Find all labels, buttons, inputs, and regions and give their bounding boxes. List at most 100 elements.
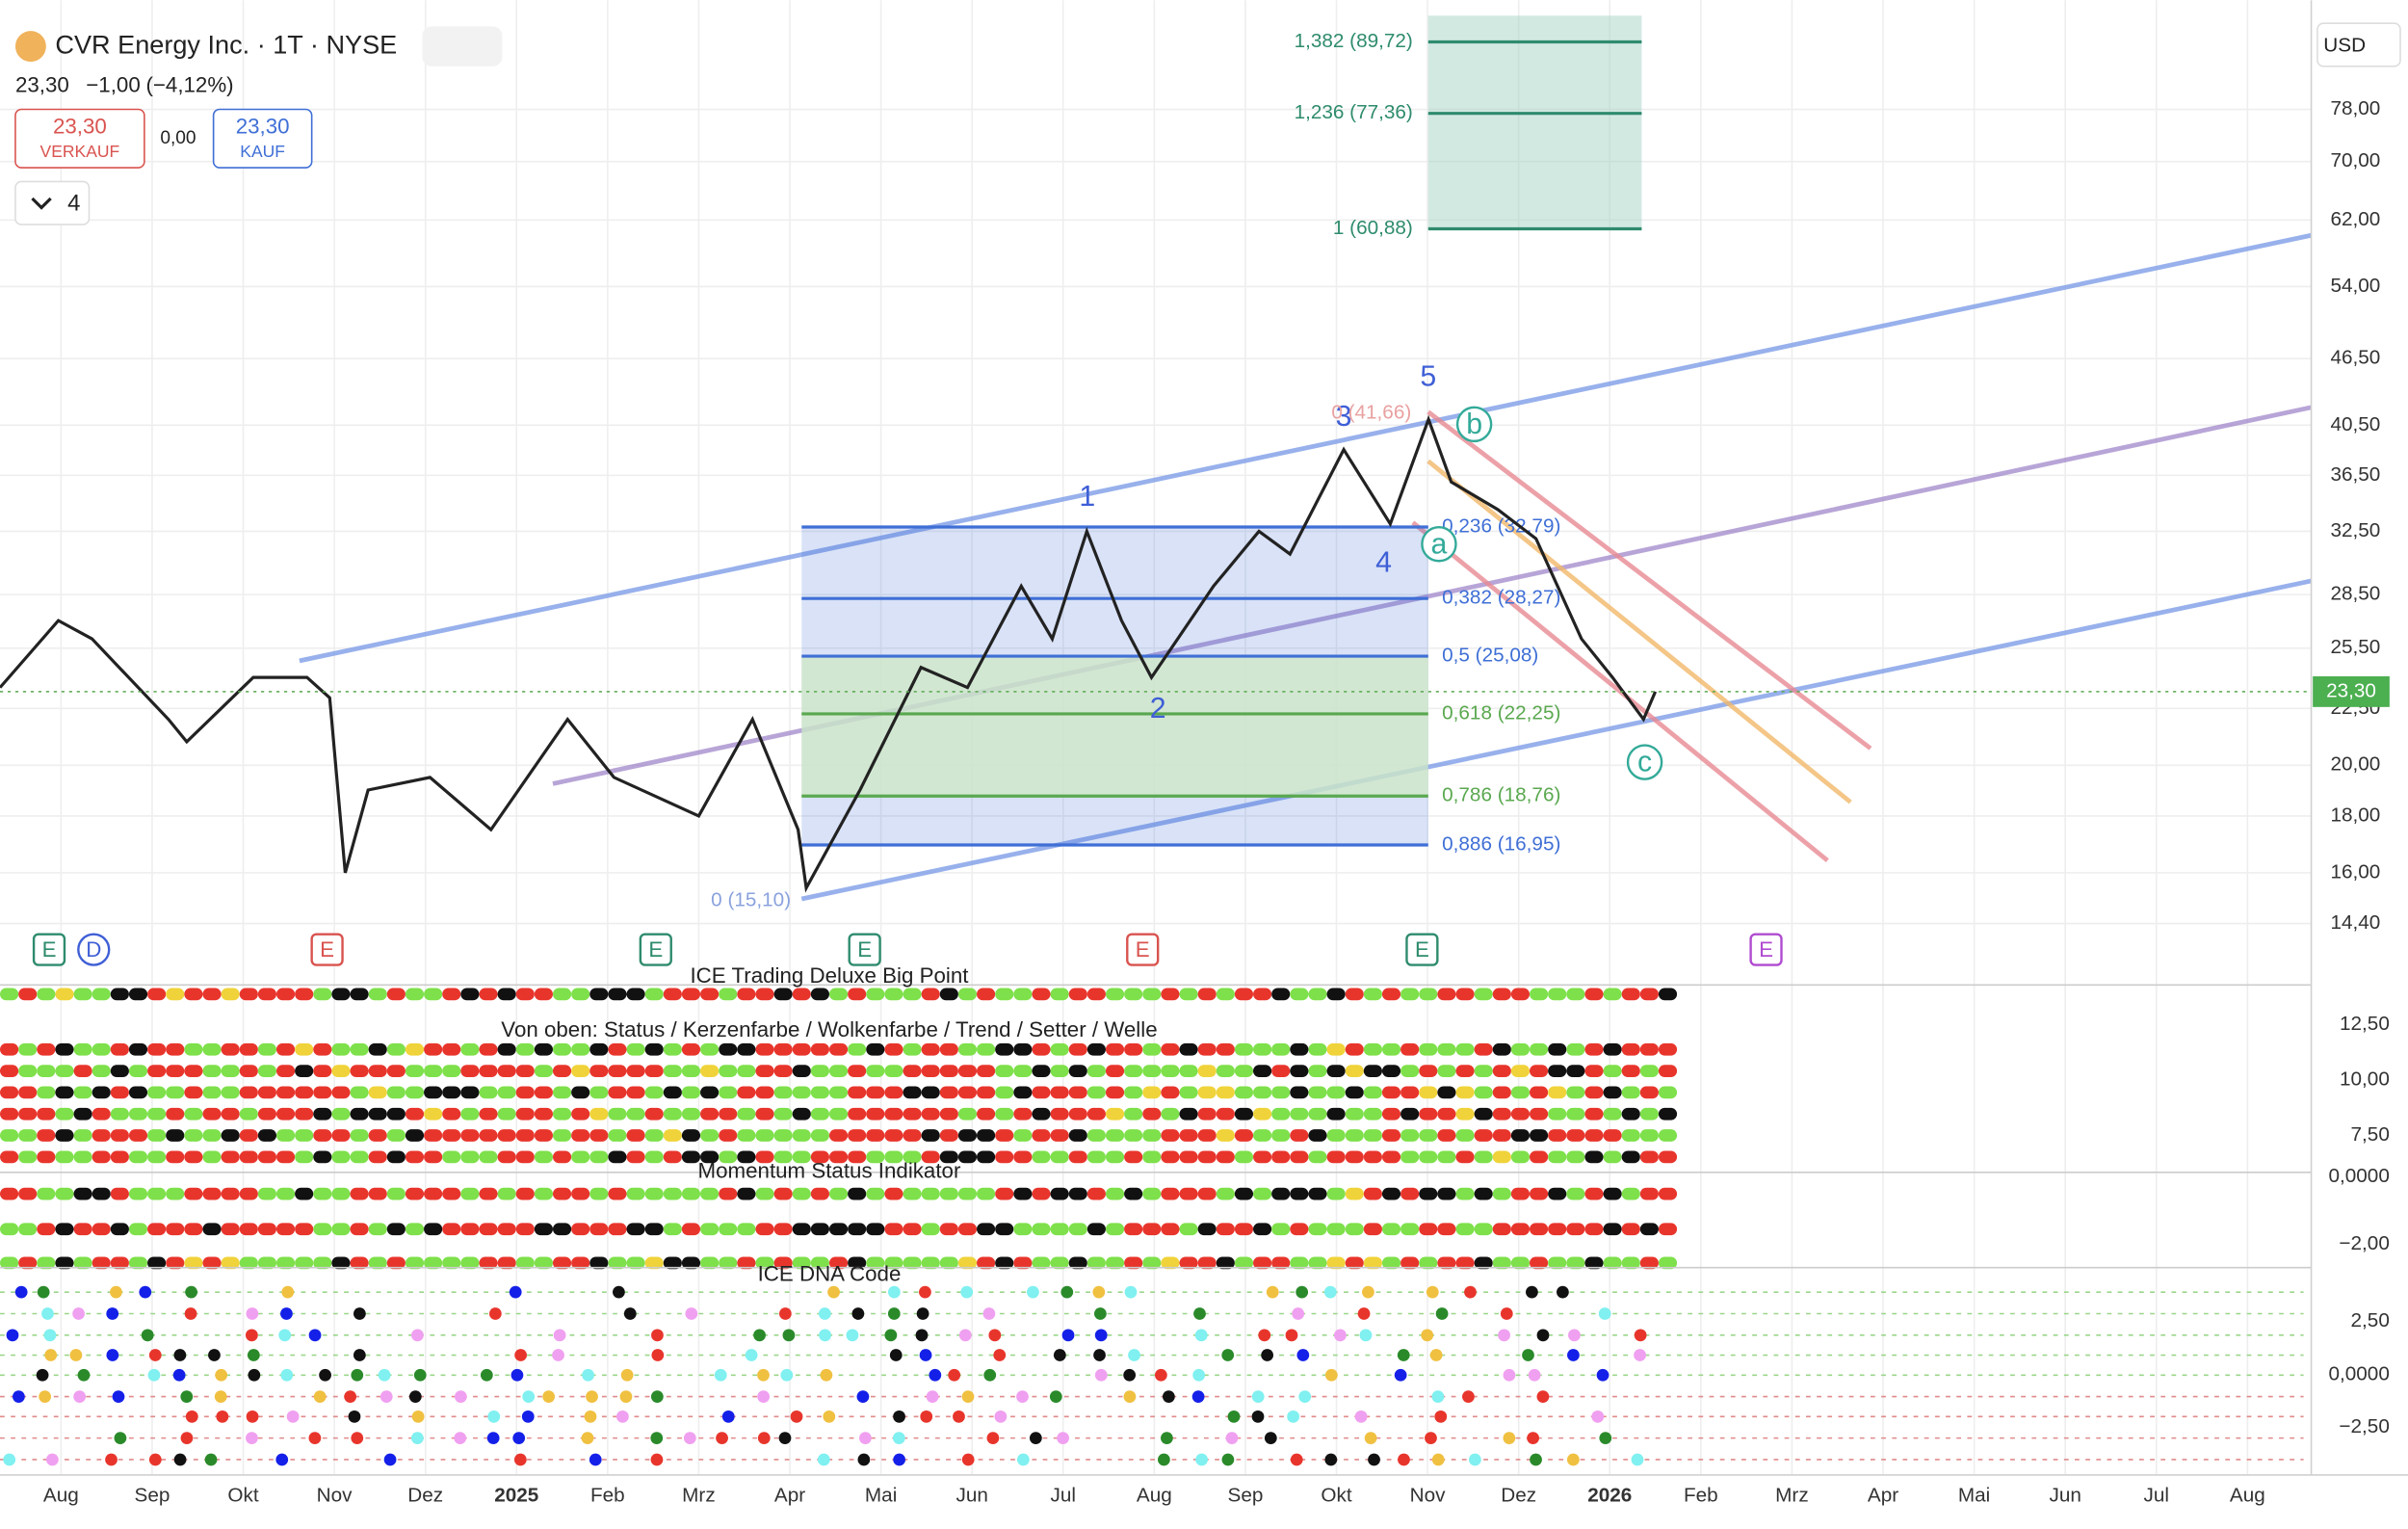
indicator-state — [810, 1107, 829, 1120]
indicator-state — [866, 1187, 885, 1200]
indicator-state — [1492, 1129, 1511, 1142]
indicator-state — [350, 1256, 369, 1270]
indicator-state — [1105, 1107, 1125, 1120]
indicator-state — [1308, 1065, 1327, 1077]
price-change: −1,00 — [86, 72, 140, 96]
indicator-state — [1142, 1129, 1162, 1142]
layers-toggle[interactable] — [14, 180, 91, 225]
indicator-state — [221, 1042, 240, 1056]
indicator-state — [1584, 1129, 1604, 1142]
dna-dot — [919, 1349, 932, 1361]
buy-button[interactable] — [212, 108, 313, 169]
dna-dot — [248, 1368, 261, 1382]
dna-dot — [281, 1285, 295, 1299]
indicator-state — [1621, 1042, 1640, 1056]
indicator-state — [1142, 1187, 1162, 1200]
indicator-state — [1363, 1223, 1382, 1236]
indicator-state — [1290, 1223, 1309, 1236]
indicator-state — [1032, 1187, 1051, 1200]
indicator-state — [1197, 1223, 1217, 1236]
indicator-state — [257, 1042, 276, 1056]
indicator-state — [1253, 1086, 1272, 1099]
sell-button[interactable] — [14, 108, 145, 169]
indicator-state — [368, 1223, 387, 1236]
x-tick-label: Aug — [43, 1485, 79, 1507]
indicator-state — [1530, 1065, 1549, 1077]
x-tick-label: Mrz — [1775, 1485, 1809, 1507]
indicator-state — [460, 988, 480, 1001]
indicator-state — [92, 1150, 111, 1164]
dna-dot — [650, 1453, 664, 1466]
event-marker — [848, 933, 881, 966]
indicator-state — [1308, 1042, 1327, 1056]
indicator-state — [92, 1223, 111, 1236]
dna-dot — [513, 1453, 527, 1466]
x-tick-label: Apr — [1868, 1485, 1898, 1507]
indicator-state — [866, 1129, 885, 1142]
indicator-state — [1345, 1107, 1364, 1120]
dna-dot — [1324, 1453, 1338, 1466]
indicator-state — [1216, 1223, 1235, 1236]
indicator-state — [1068, 1086, 1087, 1099]
indicator-state — [1142, 1150, 1162, 1164]
dna-dot — [1631, 1453, 1644, 1466]
event-label: D — [86, 937, 101, 962]
indicator-state — [957, 1256, 978, 1270]
indicator-state — [313, 1042, 332, 1056]
indicator-state — [221, 1187, 240, 1200]
indicator-state — [295, 988, 314, 1001]
status-badge — [422, 26, 503, 66]
dna-dot — [275, 1453, 289, 1466]
indicator-state — [1584, 1223, 1604, 1236]
indicator-state — [534, 1187, 553, 1200]
indicator-state — [92, 1086, 111, 1099]
indicator-state — [331, 1129, 351, 1142]
indicator-state — [1124, 1223, 1143, 1236]
x-tick-label: Okt — [1321, 1485, 1351, 1507]
indicator-state — [424, 1065, 443, 1077]
indicator-state — [1548, 1042, 1567, 1056]
event-marker — [1749, 933, 1783, 966]
indicator-state — [608, 1150, 627, 1164]
indicator-state — [828, 1150, 849, 1164]
dna-dot — [43, 1329, 57, 1342]
indicator-state — [792, 1065, 811, 1077]
dna-dot — [1394, 1368, 1407, 1382]
indicator-state — [1142, 1086, 1162, 1099]
dna-dot — [1296, 1285, 1309, 1299]
indicator-state — [681, 1042, 701, 1056]
indicator-state — [884, 1150, 903, 1164]
indicator-state — [552, 1107, 572, 1120]
indicator-state — [644, 988, 664, 1001]
y-tick-label: 28,50 — [2330, 583, 2380, 605]
indicator-state — [1437, 1129, 1456, 1142]
dna-dot — [1421, 1329, 1434, 1342]
indicator-state — [1068, 1107, 1087, 1120]
indicator-state — [995, 1256, 1014, 1270]
indicator-state — [1179, 1223, 1198, 1236]
currency-select[interactable] — [2316, 22, 2401, 67]
indicator-state — [571, 1150, 590, 1164]
dna-dot — [353, 1307, 366, 1320]
indicator-state — [866, 988, 885, 1001]
indicator-state — [184, 1042, 203, 1056]
x-tick-label: Dez — [407, 1485, 443, 1507]
indicator-state — [515, 1086, 535, 1099]
indicator-state — [810, 1187, 829, 1200]
indicator-state — [73, 1042, 92, 1056]
dna-dot — [208, 1349, 221, 1361]
indicator-state — [37, 1086, 56, 1099]
indicator-state — [1363, 1086, 1382, 1099]
indicator-state — [55, 1187, 74, 1200]
indicator-state — [1124, 1187, 1143, 1200]
indicator-state — [18, 1150, 38, 1164]
indicator-state — [73, 1256, 92, 1270]
indicator-state — [1105, 1187, 1125, 1200]
indicator-state — [644, 1187, 664, 1200]
indicator-state — [442, 1065, 461, 1077]
dna-dot — [1158, 1453, 1170, 1466]
indicator-state — [534, 1129, 553, 1142]
indicator-state — [1530, 988, 1549, 1001]
indicator-state — [1068, 1129, 1087, 1142]
dna-dot — [819, 1329, 831, 1342]
